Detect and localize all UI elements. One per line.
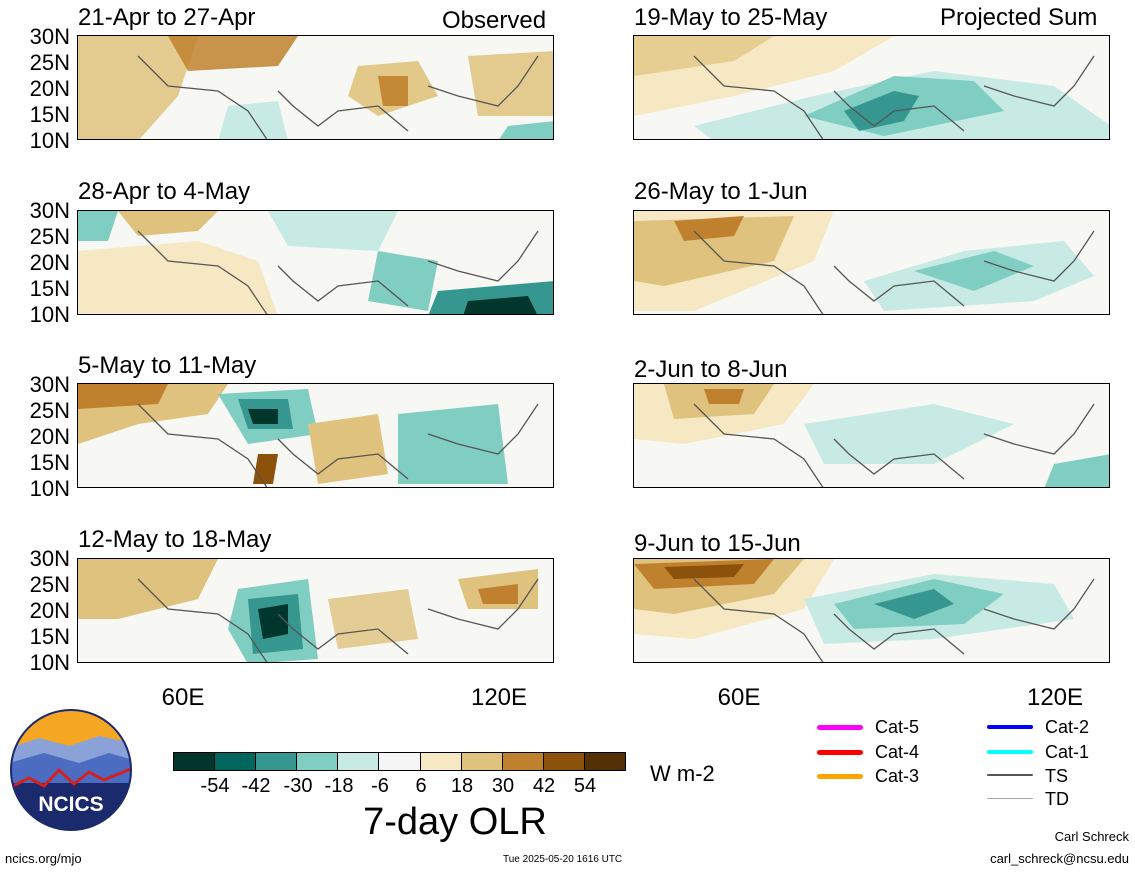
- lat-label: 15N: [29, 624, 70, 649]
- logo-text: NCICS: [38, 793, 103, 816]
- colorbar-tick: 42: [532, 775, 556, 797]
- colorbar-tick: 18: [450, 775, 474, 797]
- map-panel-projected-2: [633, 210, 1110, 315]
- panel-title-left-3: 5-May to 11-May: [78, 352, 257, 379]
- colorbar-tick: 30: [491, 775, 515, 797]
- lat-label: 10N: [29, 302, 70, 327]
- colorbar-swatch: [297, 753, 339, 770]
- map-panel-observed-1: [77, 35, 554, 140]
- lat-label: 20N: [29, 598, 70, 623]
- lat-label: 25N: [29, 398, 70, 423]
- panel-title-left-4: 12-May to 18-May: [78, 526, 272, 553]
- panel-title-right-1: 19-May to 25-May: [634, 4, 828, 31]
- lon-label-left-60e: 60E: [161, 684, 205, 711]
- colorbar-swatch: [543, 753, 585, 770]
- ncics-logo: NCICS: [9, 708, 133, 832]
- colorbar-units: W m-2: [650, 761, 715, 786]
- lat-label: 20N: [29, 424, 70, 449]
- lat-label: 20N: [29, 76, 70, 101]
- legend-label-cat1: Cat-1: [1045, 742, 1090, 762]
- lat-label: 10N: [29, 476, 70, 501]
- lat-label: 25N: [29, 50, 70, 75]
- map-panel-projected-4: [633, 558, 1110, 663]
- panel-title-left-2: 28-Apr to 4-May: [78, 178, 251, 205]
- colorbar-tick: -18: [324, 775, 354, 797]
- colorbar-swatch: [461, 753, 503, 770]
- map-panel-observed-3: [77, 383, 554, 488]
- colorbar-tick: -42: [241, 775, 271, 797]
- lat-label: 25N: [29, 224, 70, 249]
- colorbar-swatch: [502, 753, 544, 770]
- panel-title-right-3: 2-Jun to 8-Jun: [634, 356, 788, 383]
- colorbar-swatch: [215, 753, 257, 770]
- legend-label-cat4: Cat-4: [875, 742, 920, 762]
- footer-timestamp: Tue 2025-05-20 1616 UTC: [503, 854, 623, 865]
- legend-line-cat4: [817, 750, 863, 755]
- legend-line-td: [987, 798, 1033, 799]
- legend-label-cat2: Cat-2: [1045, 717, 1090, 737]
- lon-label-left-120e: 120E: [470, 684, 528, 711]
- lat-label: 15N: [29, 102, 70, 127]
- legend-line-cat2: [987, 725, 1033, 729]
- legend-label-cat5: Cat-5: [875, 717, 920, 737]
- legend-line-ts: [987, 774, 1033, 776]
- map-panel-projected-3: [633, 383, 1110, 488]
- colorbar-tick: 54: [573, 775, 597, 797]
- colorbar-swatch: [420, 753, 462, 770]
- colorbar-tick: 6: [415, 775, 427, 797]
- map-panel-observed-2: [77, 210, 554, 315]
- lat-label: 10N: [29, 128, 70, 153]
- colorbar-title: 7-day OLR: [363, 801, 547, 843]
- colorbar-swatch: [584, 753, 626, 770]
- panel-title-right-2: 26-May to 1-Jun: [634, 178, 808, 205]
- map-panel-projected-1: [633, 35, 1110, 140]
- lat-label: 20N: [29, 250, 70, 275]
- colorbar-swatch: [174, 753, 216, 770]
- lat-label: 30N: [29, 546, 70, 571]
- legend-line-cat1: [987, 750, 1033, 754]
- lat-label: 25N: [29, 572, 70, 597]
- lat-label: 30N: [29, 24, 70, 49]
- colorbar: [173, 752, 626, 771]
- lat-label: 15N: [29, 450, 70, 475]
- colorbar-swatch: [256, 753, 298, 770]
- lon-label-right-60e: 60E: [717, 684, 761, 711]
- lat-label: 30N: [29, 198, 70, 223]
- projected-label: Projected Sum: [940, 4, 1098, 31]
- colorbar-tick: -30: [283, 775, 313, 797]
- panel-title-right-4: 9-Jun to 15-Jun: [634, 530, 801, 557]
- footer-email[interactable]: carl_schreck@ncsu.edu: [990, 851, 1129, 866]
- observed-label: Observed: [442, 7, 547, 34]
- footer-url[interactable]: ncics.org/mjo: [5, 851, 82, 866]
- lat-label: 30N: [29, 372, 70, 397]
- colorbar-tick: -6: [371, 775, 389, 797]
- colorbar-swatch: [379, 753, 421, 770]
- legend-line-cat3: [817, 774, 863, 779]
- legend-line-cat5: [817, 725, 863, 730]
- legend-label-ts: TS: [1045, 766, 1069, 786]
- lon-label-right-120e: 120E: [1026, 684, 1084, 711]
- colorbar-swatch: [338, 753, 380, 770]
- lat-label: 15N: [29, 276, 70, 301]
- legend-label-cat3: Cat-3: [875, 766, 920, 786]
- legend-label-td: TD: [1045, 789, 1069, 809]
- lat-label: 10N: [29, 650, 70, 675]
- colorbar-tick: -54: [200, 775, 230, 797]
- map-panel-observed-4: [77, 558, 554, 663]
- panel-title-left-1: 21-Apr to 27-Apr: [78, 4, 256, 31]
- footer-author: Carl Schreck: [1054, 829, 1129, 844]
